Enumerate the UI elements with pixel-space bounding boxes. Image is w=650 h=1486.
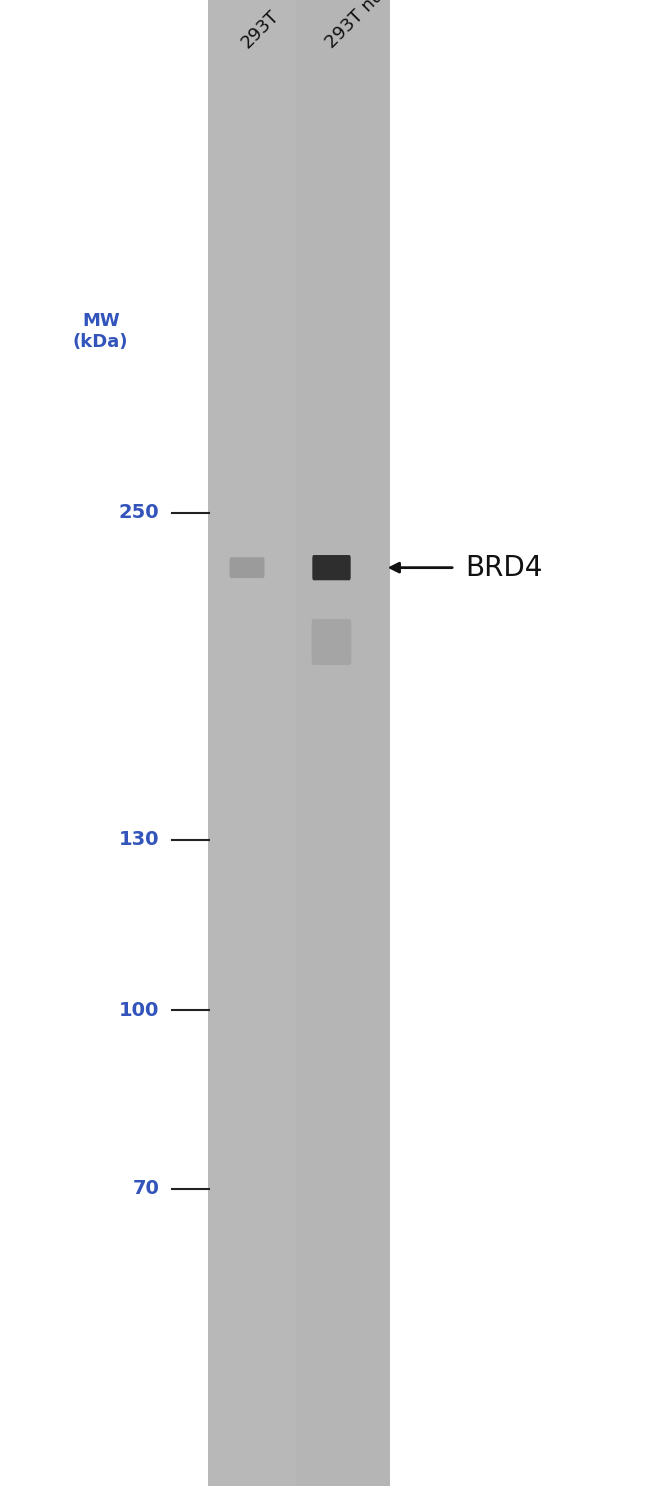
Text: 250: 250 — [118, 504, 159, 522]
Text: BRD4: BRD4 — [465, 554, 542, 581]
Text: 293T: 293T — [237, 7, 283, 52]
FancyBboxPatch shape — [312, 618, 351, 666]
Text: 100: 100 — [119, 1002, 159, 1019]
Text: 293T nuclear extract: 293T nuclear extract — [322, 0, 468, 52]
Bar — [296, 0, 390, 1486]
Bar — [208, 0, 390, 1486]
Text: 70: 70 — [133, 1180, 159, 1198]
Text: MW
(kDa): MW (kDa) — [73, 312, 129, 351]
Text: 130: 130 — [119, 831, 159, 849]
FancyBboxPatch shape — [312, 554, 351, 580]
FancyBboxPatch shape — [229, 557, 265, 578]
